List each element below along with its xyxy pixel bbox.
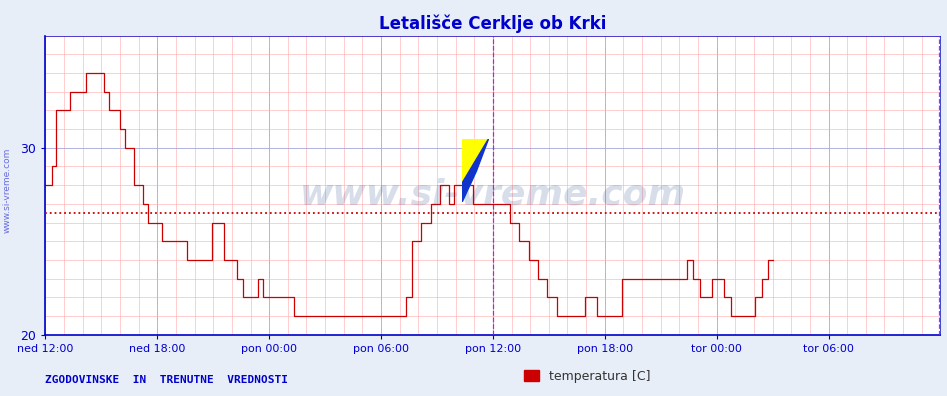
Title: Letališče Cerklje ob Krki: Letališče Cerklje ob Krki bbox=[379, 14, 607, 33]
Text: ZGODOVINSKE  IN  TRENUTNE  VREDNOSTI: ZGODOVINSKE IN TRENUTNE VREDNOSTI bbox=[45, 375, 289, 385]
Polygon shape bbox=[462, 139, 489, 183]
Text: www.si-vreme.com: www.si-vreme.com bbox=[300, 177, 686, 211]
Polygon shape bbox=[462, 139, 489, 202]
Polygon shape bbox=[462, 170, 476, 202]
Legend: temperatura [C]: temperatura [C] bbox=[519, 365, 655, 388]
Text: www.si-vreme.com: www.si-vreme.com bbox=[3, 147, 12, 233]
